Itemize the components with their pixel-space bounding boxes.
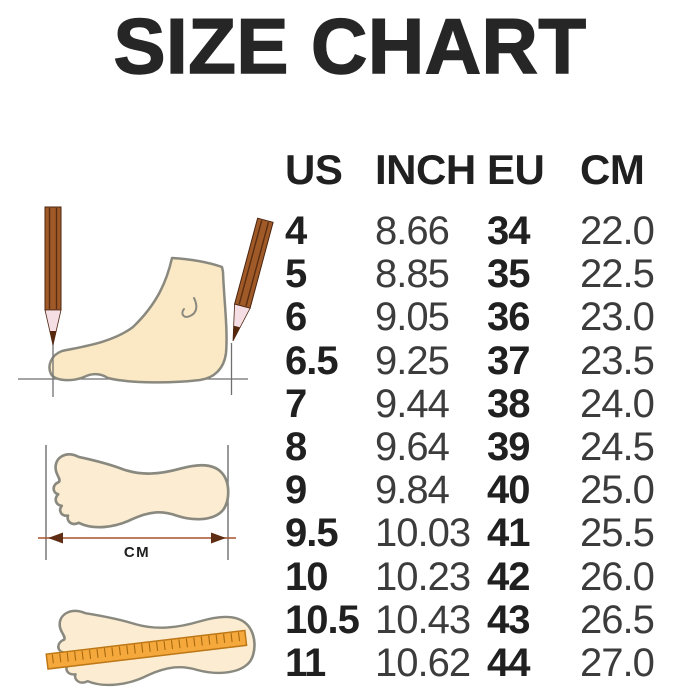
table-cell: 40 — [487, 468, 531, 513]
table-row: 5 8.85 35 22.5 — [285, 252, 670, 297]
table-cell: 35 — [487, 252, 531, 297]
table-cell: 43 — [487, 597, 531, 642]
table-row: 4 8.66 34 22.0 — [285, 209, 670, 253]
pencil-body — [233, 217, 274, 309]
size-table: US INCH EU CM 4 8.66 34 22.0 5 8.85 35 22.5 6 9.0… — [285, 146, 670, 685]
foot-side-illustration — [18, 206, 274, 397]
table-cell: 25.0 — [580, 468, 655, 513]
table-cell: 23.0 — [580, 295, 655, 340]
table-cell: 9.64 — [375, 424, 450, 469]
table-cell: 9.5 — [285, 511, 339, 556]
table-cell: 8 — [285, 424, 307, 469]
cm-arrow-head-left — [48, 532, 63, 544]
table-cell: 24.5 — [580, 424, 655, 469]
table-cell: 10.03 — [375, 511, 471, 556]
table-row: 6 9.05 36 23.0 — [285, 295, 670, 340]
pencil-lead — [233, 325, 241, 341]
table-cell: 10.43 — [375, 597, 471, 642]
ruler-ticks — [51, 632, 241, 664]
table-cell: 9.44 — [375, 381, 450, 426]
foot-side-shape — [48, 256, 228, 384]
column-header-us: US — [285, 146, 343, 193]
table-row: 9 9.84 40 25.0 — [285, 468, 670, 513]
footprint-ruler-illustration — [45, 603, 258, 689]
measurement-illustrations: CM — [18, 206, 274, 689]
pencil-body — [44, 206, 62, 311]
table-cell: 9.84 — [375, 468, 450, 513]
pencil-right-icon — [230, 217, 274, 395]
pencil-tip — [232, 303, 251, 342]
table-cell: 10.23 — [375, 554, 471, 599]
table-row: 10.5 10.43 43 26.5 — [285, 597, 670, 642]
table-cell: 44 — [487, 640, 531, 685]
table-cell: 11 — [285, 640, 326, 685]
table-cell: 6 — [285, 295, 307, 340]
table-cell: 6.5 — [285, 338, 339, 383]
table-cell: 42 — [487, 554, 531, 599]
table-cell: 26.0 — [580, 554, 655, 599]
table-row: 11 10.62 44 27.0 — [285, 640, 670, 685]
column-header-eu: EU — [487, 146, 545, 193]
ruler-body — [45, 629, 248, 670]
pencil-stripe — [245, 221, 270, 307]
table-cell: 34 — [487, 209, 531, 253]
footprint-shape — [52, 453, 230, 529]
table-cell: 22.0 — [580, 209, 655, 253]
table-cell: 22.5 — [580, 252, 655, 297]
page-title: SIZE CHART — [113, 2, 587, 90]
table-cell: 8.66 — [375, 209, 450, 253]
pencil-stripe — [238, 220, 263, 305]
ruler-icon — [45, 629, 248, 670]
size-table-body: 4 8.66 34 22.0 5 8.85 35 22.5 6 9.05 36 23.0 6.5 9.25… — [285, 209, 670, 685]
table-cell: 4 — [285, 209, 307, 253]
table-cell: 38 — [487, 381, 531, 426]
table-cell: 9.05 — [375, 295, 450, 340]
table-row: 7 9.44 38 24.0 — [285, 381, 670, 426]
table-cell: 5 — [285, 252, 307, 297]
table-cell: 23.5 — [580, 338, 655, 383]
pencil-lead — [49, 331, 57, 345]
table-cell: 9.25 — [375, 338, 450, 383]
table-row: 9.5 10.03 41 25.5 — [285, 511, 670, 556]
table-row: 8 9.64 39 24.5 — [285, 424, 670, 469]
size-table-header: US INCH EU CM — [285, 146, 670, 193]
table-cell: 27.0 — [580, 640, 655, 685]
column-header-cm: CM — [580, 146, 645, 193]
table-cell: 7 — [285, 381, 307, 426]
table-cell: 10.5 — [285, 597, 360, 642]
table-row: 10 10.23 42 26.0 — [285, 554, 670, 599]
table-cell: 36 — [487, 295, 531, 340]
cm-label: CM — [124, 544, 150, 561]
table-cell: 10 — [285, 554, 329, 599]
table-cell: 9 — [285, 468, 307, 513]
cm-arrow-head-right — [211, 532, 226, 544]
table-row: 6.5 9.25 37 23.5 — [285, 338, 670, 383]
pencil-tip — [44, 309, 62, 346]
footprint-cm-illustration: CM — [38, 445, 236, 561]
table-cell: 39 — [487, 424, 531, 469]
ankle-detail-line — [181, 297, 198, 318]
table-cell: 24.0 — [580, 381, 655, 426]
table-cell: 41 — [487, 511, 531, 556]
table-cell: 10.62 — [375, 640, 471, 685]
table-cell: 37 — [487, 338, 531, 383]
pencil-left-icon — [44, 206, 62, 397]
table-cell: 8.85 — [375, 252, 450, 297]
column-header-inch: INCH — [375, 146, 476, 193]
table-cell: 26.5 — [580, 597, 655, 642]
table-cell: 25.5 — [580, 511, 655, 556]
